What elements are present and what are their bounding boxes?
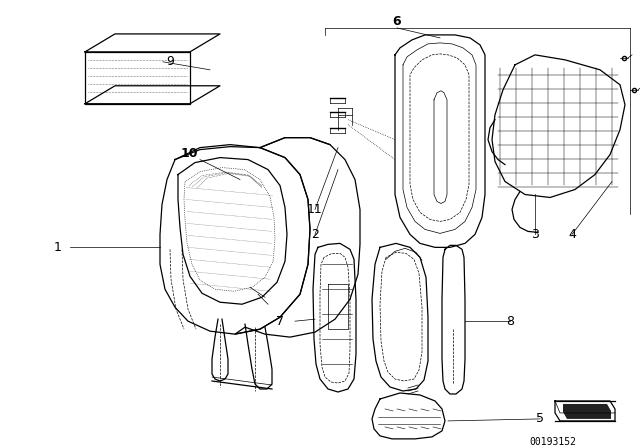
Text: 00193152: 00193152 bbox=[529, 437, 577, 447]
Text: 5: 5 bbox=[536, 413, 544, 426]
Text: 10: 10 bbox=[180, 147, 198, 160]
Text: 4: 4 bbox=[568, 228, 576, 241]
Text: 8: 8 bbox=[506, 314, 514, 327]
Text: 6: 6 bbox=[393, 15, 401, 28]
Text: 9: 9 bbox=[166, 56, 174, 69]
Text: 3: 3 bbox=[531, 228, 539, 241]
Text: 11: 11 bbox=[307, 203, 323, 216]
Text: 7: 7 bbox=[276, 314, 284, 327]
Polygon shape bbox=[563, 404, 611, 419]
Text: 2: 2 bbox=[311, 228, 319, 241]
Text: 1: 1 bbox=[54, 241, 62, 254]
